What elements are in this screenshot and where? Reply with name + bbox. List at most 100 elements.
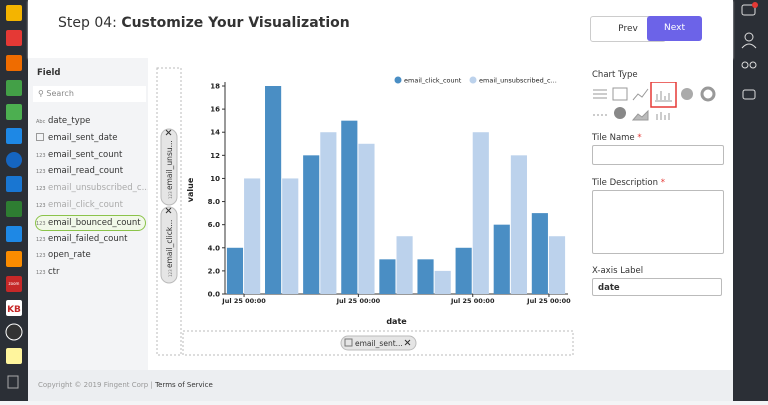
x-chip[interactable] [340, 335, 417, 351]
bar[interactable] [379, 259, 396, 294]
app-icon[interactable] [6, 176, 22, 192]
field-type: 123 [36, 186, 46, 193]
x-drop-zone[interactable] [182, 330, 574, 356]
app-icon[interactable] [6, 55, 22, 71]
field-name: email_bounced_count [48, 217, 141, 228]
bar[interactable] [455, 247, 472, 294]
bar[interactable] [244, 178, 261, 294]
field-heading: Field [37, 68, 61, 78]
bar[interactable] [282, 178, 299, 294]
bar[interactable] [226, 247, 244, 294]
bar[interactable] [531, 213, 548, 294]
bar[interactable] [510, 155, 527, 294]
type-icon[interactable] [655, 91, 672, 102]
field-type: 123 [36, 203, 46, 209]
chat-icon[interactable] [741, 4, 756, 16]
app-icon[interactable] [6, 128, 22, 144]
bar[interactable] [472, 132, 489, 294]
app-icon[interactable] [6, 104, 22, 120]
y-chip[interactable]: 123email_unsu... [160, 128, 178, 206]
y-axis-title: value [186, 177, 195, 202]
type-icon[interactable] [593, 89, 607, 99]
app-icon[interactable] [6, 276, 22, 292]
app-icon[interactable] [6, 300, 22, 316]
app-icon[interactable] [6, 5, 22, 21]
field-panel: Field ⚲ Search [28, 58, 148, 370]
field-item[interactable]: email_sent_date [36, 131, 118, 145]
y-chip[interactable]: 123email_click... [160, 206, 178, 284]
bar[interactable] [417, 259, 434, 294]
badge [752, 2, 758, 8]
field-item[interactable]: 123 email_sent_count [36, 148, 122, 162]
bar[interactable] [341, 120, 358, 295]
app-icon[interactable] [6, 80, 22, 96]
bar[interactable] [358, 143, 375, 294]
bar[interactable] [303, 155, 320, 294]
y-tick-label: 14 [210, 129, 220, 137]
type-icon[interactable] [612, 87, 628, 101]
field-item[interactable]: 123 ctr [36, 265, 60, 279]
field-item[interactable]: Abc date_type [36, 114, 90, 128]
title: Customize Your Visualization [121, 15, 350, 31]
x-axis-label-input[interactable]: date [592, 278, 722, 296]
type-icon[interactable] [614, 107, 626, 119]
bar[interactable] [493, 224, 510, 294]
app-icon[interactable] [5, 323, 23, 341]
field-name: ctr [48, 267, 60, 278]
field-type: 123 [36, 253, 46, 260]
y-drop-zone[interactable] [156, 67, 182, 356]
tile-description-input[interactable] [592, 190, 724, 254]
field-item[interactable]: 123 email_unsubscribed_c... [36, 181, 150, 195]
chip-date-icon [344, 338, 353, 347]
field-item[interactable]: 123 email_failed_count [36, 232, 127, 246]
selected-type[interactable] [650, 82, 677, 108]
search-box[interactable]: ⚲ Search [33, 86, 146, 102]
step-number: Step 04: [58, 15, 117, 31]
app-icon[interactable] [6, 348, 22, 364]
field-name: email_unsubscribed_c... [48, 183, 150, 194]
config-panel: Chart Type Tile Name * Tile Description … [583, 58, 733, 370]
chip-name: email_unsu... [165, 140, 174, 190]
tile-name-input[interactable] [592, 145, 724, 165]
field-type: 123 [36, 169, 46, 176]
logout-icon[interactable] [7, 375, 19, 389]
bar[interactable] [434, 270, 451, 294]
bar[interactable] [265, 86, 282, 294]
type-icon[interactable] [656, 112, 670, 120]
app-icon[interactable] [6, 201, 22, 217]
field-name: email_sent_count [48, 149, 123, 160]
chip-close[interactable] [165, 129, 172, 136]
field-item[interactable]: 123 email_bounced_count [35, 214, 146, 231]
group-icon-2 [749, 61, 757, 69]
separator: | [150, 381, 153, 389]
y-tick-label: 8.0 [208, 198, 221, 206]
next-button[interactable]: Next [647, 16, 702, 41]
type-icon[interactable] [681, 88, 693, 100]
legend-swatch [394, 76, 402, 84]
type-icon[interactable] [632, 88, 649, 101]
user-icon-body [741, 43, 757, 49]
field-item[interactable]: 123 email_click_count [36, 198, 123, 212]
app-icon[interactable] [6, 251, 22, 267]
bar[interactable] [548, 236, 566, 294]
app-icon[interactable] [6, 226, 22, 242]
bar[interactable] [396, 236, 413, 294]
user-icon[interactable] [744, 32, 754, 42]
app-icon[interactable] [6, 152, 22, 168]
chip-close[interactable] [404, 339, 411, 346]
terms-link[interactable]: Terms of Service [155, 381, 213, 389]
x-axis-title: date [386, 317, 407, 326]
chip-close[interactable] [165, 207, 172, 214]
field-item[interactable]: 123 email_read_count [36, 164, 123, 178]
bar[interactable] [320, 132, 337, 294]
type-icon[interactable] [700, 86, 716, 102]
field-item[interactable]: 123 open_rate [36, 248, 91, 262]
bot-icon[interactable] [742, 89, 756, 100]
y-tick-label: 6.0 [208, 221, 221, 229]
required-mark: * [660, 178, 665, 188]
group-icon[interactable] [741, 61, 749, 69]
copyright: Copyright © 2019 Fingent Corp [38, 381, 149, 389]
x-tick-label: Jul 25 00:00 [450, 297, 495, 305]
type-icon[interactable] [631, 109, 649, 121]
app-icon[interactable] [6, 30, 22, 46]
